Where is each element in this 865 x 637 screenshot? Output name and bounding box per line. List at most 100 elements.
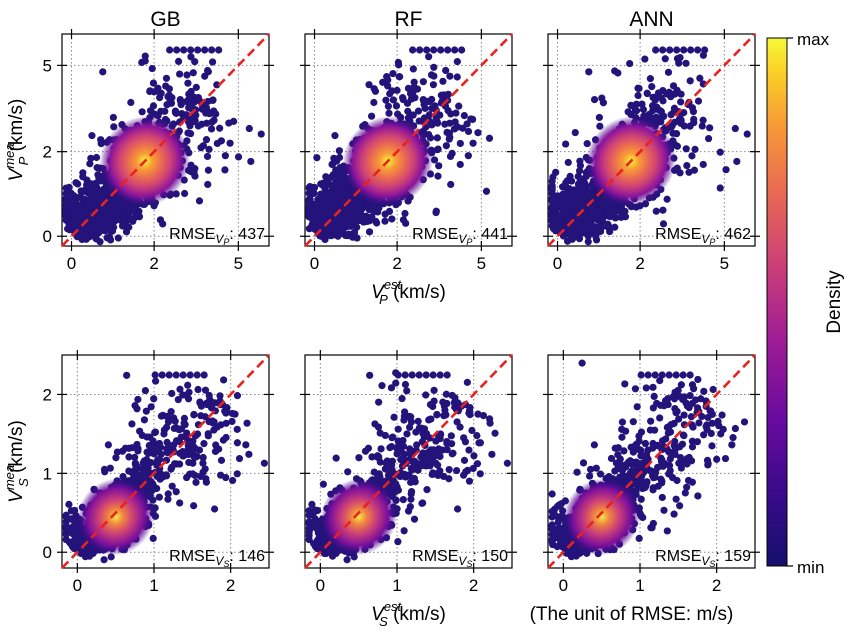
data-point-outlier xyxy=(208,58,217,66)
data-point xyxy=(99,191,108,199)
data-point xyxy=(204,180,212,189)
data-point-outlier xyxy=(176,70,184,78)
data-point xyxy=(200,439,208,448)
data-point-outlier xyxy=(409,46,417,54)
data-point-outlier xyxy=(166,46,174,54)
reference-line-1to1 xyxy=(61,33,270,247)
data-point xyxy=(79,214,87,222)
data-point xyxy=(402,219,410,227)
data-point xyxy=(156,94,164,102)
data-point xyxy=(147,403,155,411)
x-tick-label: 1 xyxy=(149,576,158,595)
data-point xyxy=(423,97,431,106)
data-point xyxy=(344,192,353,200)
data-point xyxy=(198,120,206,128)
data-point xyxy=(335,147,343,155)
data-point xyxy=(156,216,165,224)
data-point xyxy=(352,199,360,207)
scatter-points xyxy=(62,371,268,564)
data-point xyxy=(189,459,197,467)
data-point-outlier xyxy=(694,97,703,105)
reference-line-1to1 xyxy=(304,33,513,247)
data-point xyxy=(110,223,118,231)
data-point xyxy=(89,190,97,198)
data-point-outlier xyxy=(653,103,661,111)
data-point-outlier xyxy=(455,102,463,110)
data-point xyxy=(202,136,211,144)
data-point xyxy=(557,217,565,225)
data-point xyxy=(485,134,494,142)
data-point-outlier xyxy=(439,77,447,85)
data-point xyxy=(88,217,96,225)
data-point xyxy=(106,196,114,204)
data-point xyxy=(460,111,468,120)
data-point xyxy=(358,203,366,211)
x-tick-label: 2 xyxy=(226,576,235,595)
data-point xyxy=(474,129,482,137)
data-point xyxy=(564,158,572,167)
data-point xyxy=(469,139,477,147)
data-point-outlier xyxy=(423,46,431,54)
rmse-label: RMSEVP: 437 xyxy=(169,226,265,247)
data-point xyxy=(164,490,172,498)
data-point xyxy=(84,202,92,210)
data-point xyxy=(118,447,127,455)
data-point-outlier xyxy=(148,64,156,73)
data-point xyxy=(548,190,556,198)
data-point xyxy=(105,233,114,241)
data-point xyxy=(260,459,268,467)
data-point xyxy=(572,233,580,241)
data-point xyxy=(442,142,450,150)
data-point xyxy=(676,169,684,177)
data-point-outlier xyxy=(659,46,667,54)
data-point xyxy=(365,81,373,89)
data-point xyxy=(79,173,87,181)
data-point-outlier xyxy=(696,74,704,82)
data-point xyxy=(583,140,591,148)
data-point xyxy=(334,200,342,208)
data-point-outlier xyxy=(680,46,688,54)
data-point-outlier xyxy=(162,82,170,90)
data-point xyxy=(331,132,339,140)
data-point xyxy=(345,221,353,229)
data-point xyxy=(164,418,173,426)
data-point-outlier xyxy=(185,118,193,126)
data-point xyxy=(313,219,322,227)
data-point xyxy=(122,205,130,214)
data-point xyxy=(203,152,212,161)
data-point xyxy=(585,68,593,76)
data-point xyxy=(67,215,75,224)
data-point xyxy=(318,232,326,241)
data-point xyxy=(683,161,691,170)
data-point xyxy=(578,187,586,195)
data-point xyxy=(690,166,699,174)
data-point xyxy=(564,188,572,196)
data-point xyxy=(182,473,191,482)
data-point xyxy=(595,113,603,122)
data-point xyxy=(128,420,136,428)
data-point xyxy=(86,160,94,168)
data-point xyxy=(579,193,587,202)
data-point xyxy=(125,467,133,475)
data-point-outlier xyxy=(661,55,669,63)
data-point-outlier xyxy=(454,123,462,131)
data-point xyxy=(432,208,440,217)
y-tick-label: 2 xyxy=(43,385,52,404)
data-point xyxy=(217,456,226,464)
data-point xyxy=(677,117,685,125)
data-point-outlier xyxy=(172,109,180,117)
data-point xyxy=(663,195,671,203)
y-tick-label: 0 xyxy=(43,543,52,562)
data-point xyxy=(704,134,713,143)
data-point xyxy=(181,189,189,198)
data-point xyxy=(78,235,86,244)
data-point xyxy=(563,177,571,185)
data-point xyxy=(599,99,607,107)
data-point-outlier xyxy=(194,46,202,54)
data-point xyxy=(149,102,158,110)
data-point xyxy=(617,213,625,221)
data-point xyxy=(464,152,472,160)
rmse-label: RMSEVP: 441 xyxy=(412,226,508,247)
data-point xyxy=(74,202,83,210)
